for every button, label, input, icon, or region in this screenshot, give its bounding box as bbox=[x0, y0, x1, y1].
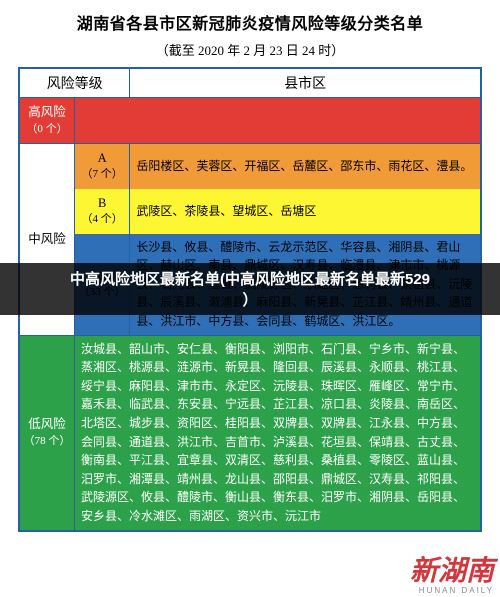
group-label: 低风险（78 个） bbox=[19, 335, 74, 530]
page-subtitle: （截至 2020 年 2 月 23 日 24 时） bbox=[0, 34, 500, 59]
overlay-line1: 中高风险地区最新名单(中高风险地区最新名单最新529 bbox=[70, 271, 430, 288]
watermark-main: 新湖南 bbox=[410, 549, 494, 589]
sub-label: B（4 个） bbox=[74, 189, 129, 234]
sub-label: A（7 个） bbox=[74, 143, 129, 188]
overlay-caption: 中高风险地区最新名单(中高风险地区最新名单最新529 ） bbox=[0, 263, 500, 315]
page-title: 湖南省各县市区新冠肺炎疫情风险等级分类名单 bbox=[0, 0, 500, 34]
th-county: 县市区 bbox=[130, 68, 481, 98]
group-label: 高风险（0 个） bbox=[19, 98, 74, 144]
county-list: 岳阳楼区、芙蓉区、开福区、岳麓区、邵东市、雨花区、澧县。 bbox=[130, 143, 481, 188]
watermark-sub: HUNAN DAILY bbox=[410, 586, 494, 595]
th-risk-level: 风险等级 bbox=[19, 68, 130, 98]
county-list: 武陵区、茶陵县、望城区、岳塘区 bbox=[130, 189, 481, 234]
county-list: 汝城县、韶山市、安仁县、衡阳县、浏阳市、石门县、宁乡市、新宁县、蒸湘区、桃源县、… bbox=[74, 335, 481, 530]
watermark: 新湖南 HUNAN DAILY bbox=[410, 549, 494, 595]
county-list bbox=[74, 98, 481, 144]
overlay-line2: ） bbox=[242, 292, 257, 309]
